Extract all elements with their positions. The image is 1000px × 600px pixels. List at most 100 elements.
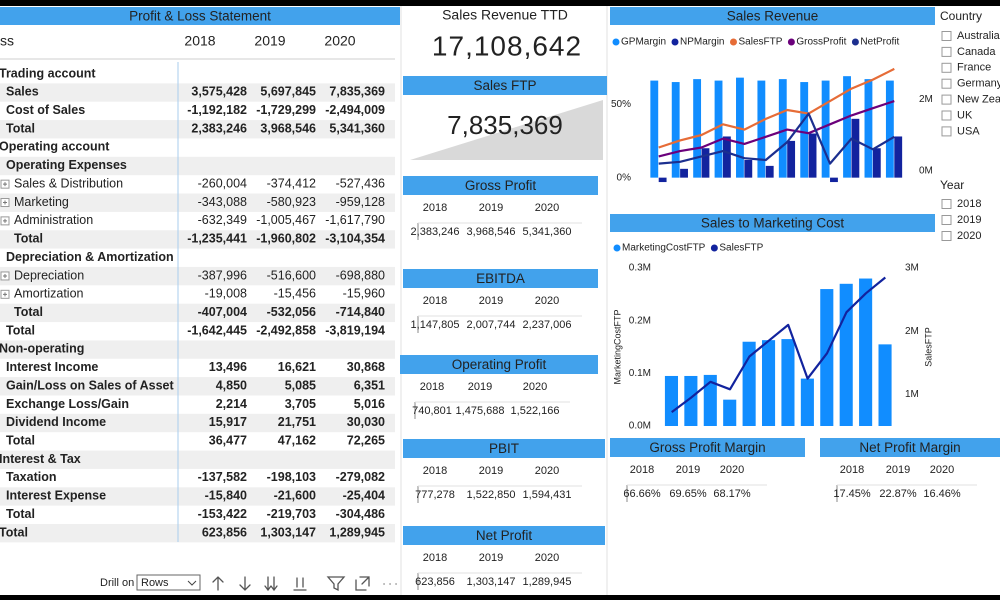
bar: [684, 375, 698, 426]
slicer-checkbox[interactable]: [941, 199, 952, 209]
toolbar-icon[interactable]: [355, 576, 370, 591]
cell: -1,005,467: [256, 213, 316, 227]
slicer-item[interactable]: 2019: [957, 214, 981, 226]
slicer-checkbox[interactable]: [941, 78, 952, 89]
cell: -219,703: [267, 507, 316, 521]
kpi-title: Sales Revenue TTD: [442, 7, 568, 23]
bar: [664, 375, 679, 426]
legend-label: SalesFTP: [719, 243, 763, 254]
column-header: 2019: [254, 33, 285, 49]
card-value: 22.87%: [879, 488, 917, 500]
row-label: Operating account: [0, 140, 110, 154]
kpi-value: 7,835,369: [447, 110, 563, 140]
slicer-item[interactable]: UK: [957, 109, 973, 121]
row-label: Gain/Loss on Sales of Asset: [6, 378, 174, 392]
slicer-item[interactable]: Germany: [957, 78, 1000, 90]
cell: 6,351: [354, 378, 385, 392]
cell: 13,496: [209, 360, 247, 374]
toolbar-icon[interactable]: [293, 577, 307, 591]
slicer-item[interactable]: Canada: [957, 46, 996, 58]
slicer-checkbox[interactable]: [941, 31, 952, 41]
cell: -15,456: [274, 287, 316, 301]
slicer-checkbox[interactable]: [941, 62, 952, 73]
slicer-item[interactable]: France: [957, 62, 991, 74]
cell: -1,617,790: [325, 213, 385, 227]
slicer-item[interactable]: 2020: [957, 230, 981, 242]
bar: [693, 79, 702, 178]
cell: 623,856: [202, 525, 247, 539]
kpi-shape: [410, 100, 603, 160]
toolbar-icon[interactable]: [264, 576, 278, 592]
row-label: Interest & Tax: [0, 452, 81, 466]
cell: 1,289,945: [329, 525, 385, 539]
y-axis-title: MarketingCostFTP: [612, 309, 622, 384]
line: [658, 67, 895, 149]
expand-plus: [3, 292, 7, 297]
slicer-checkbox[interactable]: [941, 231, 952, 241]
panel-title: Net Profit: [476, 528, 533, 543]
legend-label: SalesFTP: [738, 37, 782, 48]
slicer-item[interactable]: New Zea: [957, 94, 1000, 106]
bar: [778, 79, 787, 178]
row-band: [0, 120, 395, 139]
toolbar-icon[interactable]: [326, 576, 346, 592]
cell: 4,850: [216, 378, 247, 392]
slicer-item[interactable]: 2018: [957, 198, 981, 210]
slicer-checkbox[interactable]: [941, 46, 952, 57]
row-label: Exchange Loss/Gain: [6, 397, 129, 411]
y2-tick-label: 2M: [919, 94, 933, 105]
cell: -25,404: [343, 489, 385, 503]
slicer-checkbox[interactable]: [941, 94, 952, 105]
legend-label: GrossProfit: [796, 37, 846, 48]
drill-select[interactable]: [136, 574, 201, 591]
row-label: Amortization: [14, 287, 84, 301]
cell: 2,383,246: [191, 121, 247, 135]
panel-title: Sales Revenue: [727, 9, 819, 24]
card-value: 740,801: [412, 405, 452, 417]
card-year: 2019: [676, 464, 700, 476]
cell: 3,968,546: [260, 121, 316, 135]
cell: 3,575,428: [191, 85, 247, 99]
line: [658, 112, 895, 165]
card-value: 2,007,744: [467, 319, 516, 331]
slicer-checkbox[interactable]: [941, 215, 952, 225]
card-year: 2018: [840, 464, 864, 476]
title-bar: [403, 176, 598, 195]
slicer-checkbox[interactable]: [941, 110, 952, 121]
panel-title: Profit & Loss Statement: [129, 9, 271, 24]
slicer-checkbox[interactable]: [941, 126, 952, 137]
legend-marker: [671, 38, 679, 46]
title-bar: [400, 355, 598, 374]
row-band: [0, 156, 395, 176]
cell: -387,996: [198, 268, 247, 282]
card-value: 16.46%: [923, 488, 961, 500]
row-label: Marketing: [14, 195, 69, 209]
bar: [761, 340, 776, 426]
bar: [839, 283, 853, 426]
slicer-item[interactable]: USA: [957, 125, 980, 137]
title-bar: [820, 438, 1000, 457]
cell: -632,349: [198, 213, 247, 227]
cell: -374,412: [267, 176, 316, 190]
legend-marker: [787, 38, 795, 46]
slicer-title: Year: [940, 178, 964, 192]
y-tick-label: 0%: [617, 172, 632, 183]
cell: -1,192,182: [187, 103, 247, 117]
bar: [703, 374, 717, 426]
card-value: 1,522,850: [467, 489, 516, 501]
title-bar: [610, 438, 805, 457]
toolbar-icon[interactable]: [212, 576, 224, 591]
cell: 5,697,845: [260, 85, 316, 99]
card-value: 1,147,805: [411, 319, 460, 331]
cell: 5,341,360: [329, 121, 385, 135]
bar: [800, 378, 814, 426]
slicer-item[interactable]: Australia: [957, 30, 1000, 42]
dropdown-chevron: [187, 580, 197, 586]
card-value: 1,475,688: [456, 405, 505, 417]
row-band: [0, 303, 395, 323]
card-value: 1,303,147: [467, 576, 516, 588]
bottom-border: [0, 595, 1000, 600]
toolbar-icon[interactable]: [239, 576, 251, 591]
